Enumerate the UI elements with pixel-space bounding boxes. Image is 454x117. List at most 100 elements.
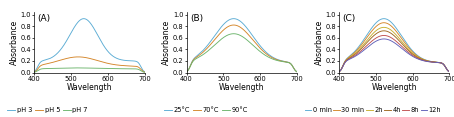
70°C [294,71,300,73]
X-axis label: Wavelength: Wavelength [219,83,265,92]
Line: 8h: 8h [339,35,449,72]
pH 5 [44,63,50,64]
25°C [294,71,300,72]
pH 3 [112,57,117,58]
Line: 4h: 4h [339,31,449,72]
8h [381,35,386,36]
30 min [417,57,422,58]
pH 7 [44,68,50,69]
12h [336,71,342,72]
25°C [264,52,269,53]
pH 7 [101,68,107,69]
2h [336,71,342,72]
4h [417,58,422,59]
pH 3 [67,34,73,35]
pH 5 [112,64,117,65]
8h [416,58,422,60]
90°C [220,38,225,39]
pH 7 [75,67,81,69]
90°C [254,48,259,49]
pH 5 [67,57,73,58]
0 min [417,56,422,58]
0 min [336,71,342,72]
2h [381,27,386,28]
pH 3 [81,18,87,19]
8h [372,38,378,39]
70°C [220,30,225,32]
25°C [264,52,270,54]
Text: (B): (B) [190,14,203,23]
70°C [254,43,259,45]
70°C [227,25,233,26]
90°C [294,71,300,73]
4h [336,71,342,72]
4h [350,56,355,57]
0 min [406,46,411,47]
Line: 2h: 2h [339,27,449,72]
Legend: 0 min, 30 min, 2h, 4h, 8h, 12h: 0 min, 30 min, 2h, 4h, 8h, 12h [302,104,444,116]
Text: (C): (C) [342,14,355,23]
2h [416,57,422,58]
25°C [254,40,259,42]
pH 5 [111,64,117,65]
90°C [184,71,189,72]
pH 3 [101,45,107,47]
4h [447,71,452,73]
12h [381,38,386,40]
X-axis label: Wavelength: Wavelength [67,83,112,92]
pH 3 [44,59,50,60]
30 min [447,71,452,73]
pH 5 [75,56,80,58]
Legend: pH 3, pH 5, pH 7: pH 3, pH 5, pH 7 [5,104,91,116]
12h [380,38,385,40]
pH 7 [67,67,73,69]
30 min [336,71,342,72]
70°C [197,54,202,56]
2h [406,49,411,50]
12h [416,59,422,60]
0 min [416,56,422,57]
pH 3 [111,56,117,58]
Line: 30 min: 30 min [339,23,449,72]
4h [416,58,422,59]
0 min [372,23,378,25]
pH 3 [75,22,80,23]
pH 7 [142,72,147,73]
Text: (A): (A) [37,14,50,23]
Line: 70°C: 70°C [187,25,297,72]
25°C [197,53,202,54]
pH 7 [112,68,117,69]
90°C [197,56,202,57]
pH 3 [31,71,37,72]
90°C [231,33,237,34]
pH 7 [74,67,79,69]
90°C [227,33,233,35]
4h [406,50,411,51]
Y-axis label: Absorbance: Absorbance [163,20,171,65]
Legend: 25°C, 70°C, 90°C: 25°C, 70°C, 90°C [161,104,250,116]
4h [372,34,378,35]
0 min [350,53,355,55]
30 min [372,27,378,28]
30 min [406,47,411,49]
2h [372,31,378,32]
8h [447,71,452,73]
pH 5 [31,71,37,73]
30 min [416,56,422,58]
30 min [381,22,386,23]
8h [417,58,422,60]
0 min [381,18,386,19]
Line: pH 7: pH 7 [34,68,144,72]
90°C [264,56,270,57]
70°C [184,71,189,72]
70°C [231,24,237,26]
pH 5 [142,71,147,73]
70°C [264,53,269,55]
12h [350,57,355,59]
12h [417,59,422,60]
0 min [380,18,385,19]
Line: pH 3: pH 3 [34,19,144,72]
pH 3 [142,71,147,72]
Line: pH 5: pH 5 [34,57,144,72]
25°C [184,71,189,72]
